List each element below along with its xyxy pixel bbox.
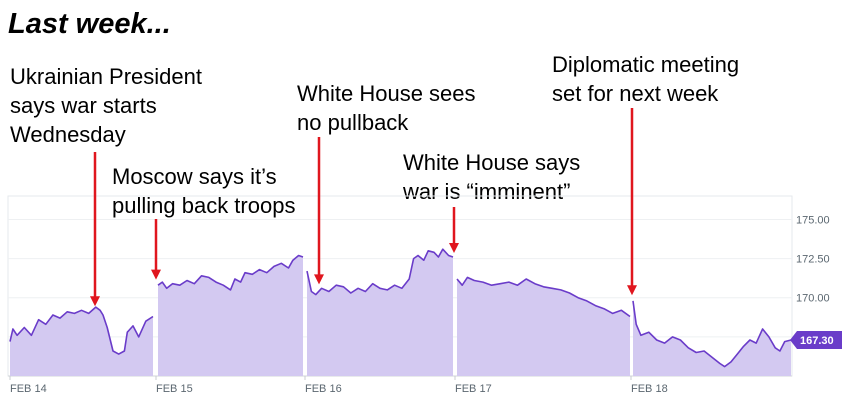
annotation-diplomatic-meeting: Diplomatic meeting set for next week [552,52,740,106]
line-segment-2 [306,248,454,296]
x-tick-label: FEB 14 [10,383,47,395]
area-layer [10,249,791,376]
annotation-arrow-head [314,274,324,285]
x-axis-ticks: FEB 14 FEB 15 FEB 16 FEB 17 FEB 18 [9,376,668,395]
page-heading: Last week... [8,8,171,40]
last-value-badge-shape [790,331,842,349]
line-segment-0 [9,306,154,355]
last-value-label: 167.30 [800,335,834,347]
annotation-arrow-head [151,269,161,280]
arrow-layer [90,108,637,307]
annotation-arrow-head [627,285,637,296]
x-tick-label: FEB 15 [156,383,193,395]
y-tick-label: 172.50 [796,254,830,266]
annotation-white-house-no-pullback: White House sees no pullback [297,81,476,135]
y-tick-label: 170.00 [796,293,830,305]
annotation-arrow-head [90,296,100,307]
area-segment-3 [457,277,630,376]
last-value-badge: 167.30 [790,331,842,349]
y-tick-label: 175.00 [796,214,830,226]
area-segment-2 [307,249,453,376]
line-segment-4 [632,300,792,368]
x-tick-label: FEB 18 [631,383,668,395]
line-segment-3 [456,276,631,318]
annotation-white-house-imminent: White House says war is “imminent” [403,150,581,204]
area-segment-1 [158,255,303,376]
x-tick-label: FEB 17 [455,383,492,395]
annotation-ukrainian-president: Ukrainian President says war starts Wedn… [10,64,202,147]
annotation-moscow-pullback: Moscow says it’s pulling back troops [112,164,296,218]
area-segment-4 [633,300,791,376]
x-tick-label: FEB 16 [305,383,342,395]
line-layer [9,248,792,368]
line-segment-1 [157,254,304,291]
annotation-arrow-head [449,243,459,254]
area-segment-0 [10,307,153,376]
